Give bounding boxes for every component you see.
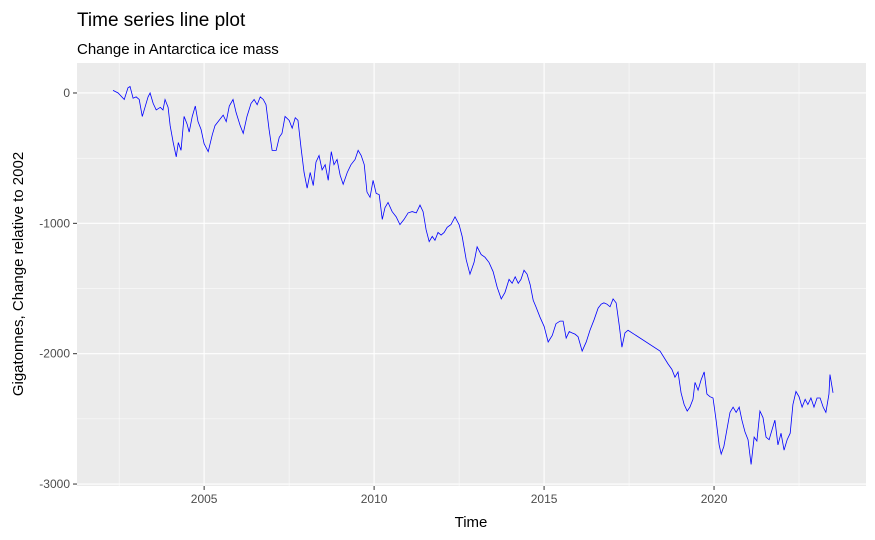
plot-panel	[77, 63, 866, 486]
y-tick-label: 0	[63, 86, 70, 100]
x-tick-label: 2005	[191, 492, 218, 506]
y-tick-label: -1000	[39, 216, 70, 230]
x-tick-label: 2010	[361, 492, 388, 506]
y-tick-label: -3000	[39, 477, 70, 491]
x-tick-label: 2020	[701, 492, 728, 506]
chart-subtitle: Change in Antarctica ice mass	[77, 41, 279, 58]
y-tick-label: -2000	[39, 347, 70, 361]
y-axis-title: Gigatonnes, Change relative to 2002	[10, 152, 27, 396]
x-tick-label: 2015	[531, 492, 558, 506]
chart-title: Time series line plot	[77, 10, 246, 31]
data-line	[112, 85, 834, 465]
x-axis-title: Time	[455, 514, 488, 531]
